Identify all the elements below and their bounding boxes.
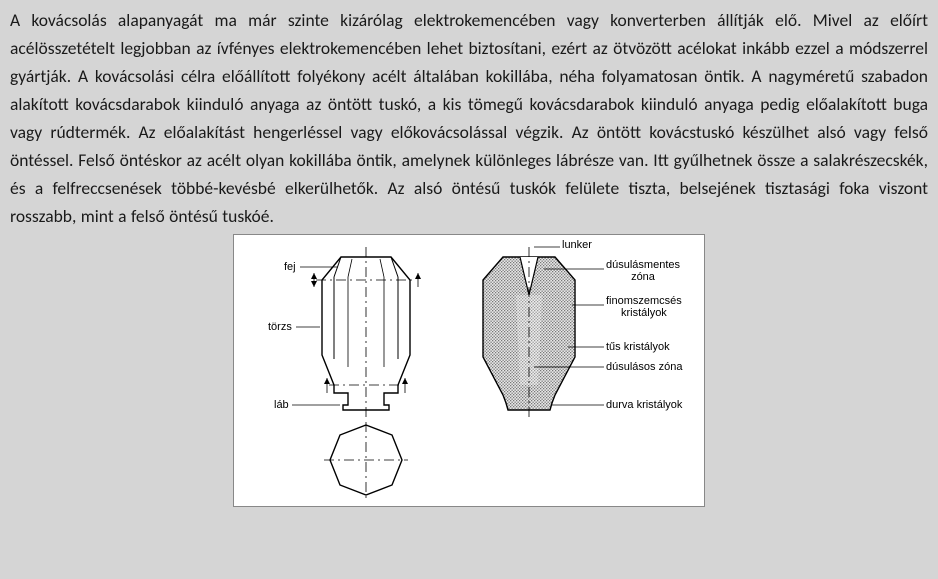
label-finomszemcses: finomszemcséskristályok [606,295,682,319]
label-tus: tűs kristályok [606,341,670,353]
label-fej: fej [284,261,296,273]
figure-container: fej törzs láb lunker dúsulásmenteszóna f… [10,234,928,512]
label-torzs: törzs [268,321,292,333]
label-lab: láb [274,399,289,411]
label-lunker: lunker [562,239,592,251]
ingot-diagram: fej törzs láb lunker dúsulásmenteszóna f… [233,234,705,507]
label-dusulasmentes: dúsulásmenteszóna [606,259,680,283]
label-durva: durva kristályok [606,399,682,411]
paragraph: A kovácsolás alapanyagát ma már szinte k… [10,6,928,230]
label-dusulasos: dúsulásos zóna [606,361,682,373]
page: A kovácsolás alapanyagát ma már szinte k… [0,0,938,512]
